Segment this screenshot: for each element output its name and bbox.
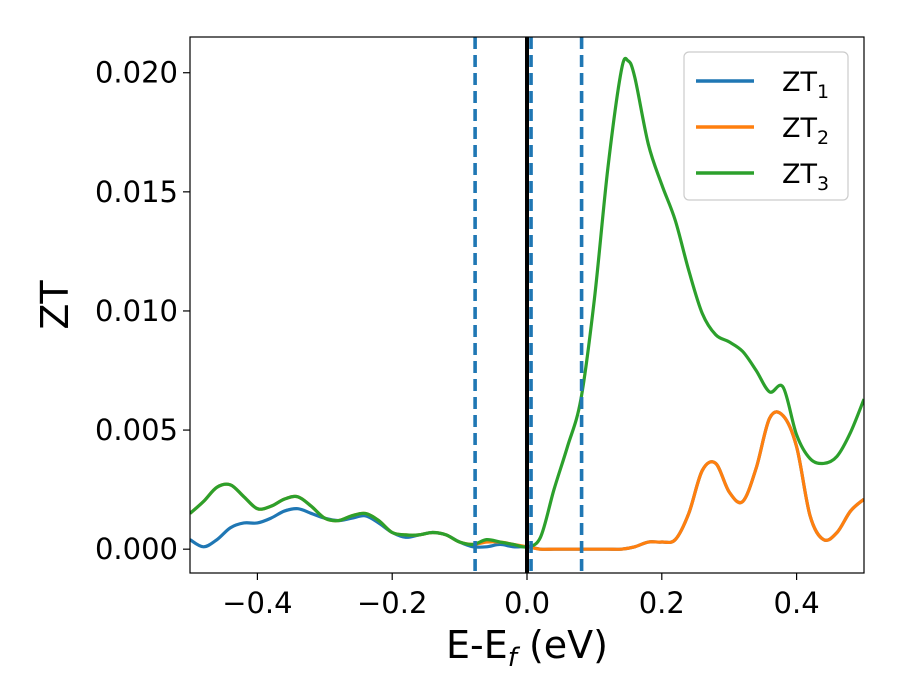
legend: ZT1 ZT2 ZT3 (683, 51, 849, 201)
y-axis: 0.000 0.005 0.010 0.015 0.020 (95, 56, 190, 566)
legend-label-zt3: ZT3 (782, 159, 829, 195)
x-tick-label: −0.2 (357, 586, 427, 620)
x-axis-title-unit: (eV) (517, 623, 608, 667)
y-tick-label: 0.015 (95, 175, 178, 209)
x-axis-title-main: E-E (446, 623, 508, 667)
y-tick-label: 0.010 (95, 294, 178, 328)
y-tick-label: 0.000 (95, 532, 178, 566)
legend-label-zt2: ZT2 (782, 113, 829, 149)
x-tick-label: 0.4 (774, 586, 820, 620)
series-line-zt3 (190, 56, 864, 549)
x-axis: −0.4 −0.2 0.0 0.2 0.4 (222, 573, 820, 620)
y-tick-label: 0.005 (95, 413, 178, 447)
legend-label-zt1: ZT1 (782, 67, 829, 103)
x-axis-title: E-Ef (eV) (446, 623, 608, 673)
plot-area (190, 37, 864, 573)
legend-box (683, 51, 849, 201)
y-tick-label: 0.020 (95, 56, 178, 90)
x-tick-label: −0.4 (222, 586, 292, 620)
x-tick-label: 0.0 (504, 586, 550, 620)
y-axis-title: ZT (33, 280, 77, 330)
x-tick-label: 0.2 (639, 586, 685, 620)
